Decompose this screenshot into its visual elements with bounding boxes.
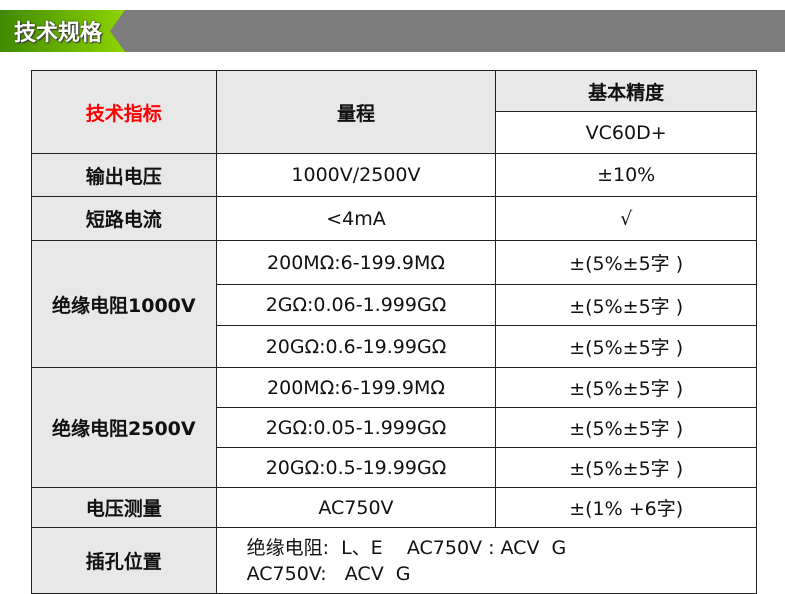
range-cell: 20GΩ:0.6-19.99GΩ xyxy=(215,325,497,368)
spec-table: 技术指标 量程 基本精度 VC60D+ 输出电压 1000V/2500V ±10% 短路… xyxy=(31,70,758,594)
row-label: 输出电压 xyxy=(31,153,217,197)
accuracy-cell: ±10% xyxy=(495,153,757,197)
accuracy-cell: ±(5%±5字 ) xyxy=(495,284,757,326)
row-label: 电压测量 xyxy=(31,487,217,528)
header-accuracy: 基本精度 xyxy=(495,70,757,112)
section-title: 技术规格 xyxy=(14,21,103,46)
accuracy-cell: √ xyxy=(495,196,757,241)
accuracy-cell: ±(5%±5字 ) xyxy=(495,240,757,285)
header-range: 量程 xyxy=(215,70,497,154)
accuracy-cell: ±(5%±5字 ) xyxy=(495,407,757,448)
header-spec: 技术指标 xyxy=(31,70,217,154)
range-cell: 2GΩ:0.06-1.999GΩ xyxy=(215,284,497,326)
jack-cell: 绝缘电阻: L、E AC750V : ACV G AC750V: ACV G xyxy=(215,527,758,594)
range-cell: 1000V/2500V xyxy=(215,153,497,197)
header-tab xyxy=(0,10,125,52)
jack-line: 绝缘电阻: L、E AC750V : ACV G xyxy=(246,536,567,559)
row-label: 绝缘电阻1000V xyxy=(31,240,217,368)
accuracy-cell: ±(5%±5字 ) xyxy=(495,325,757,368)
range-cell: 200MΩ:6-199.9MΩ xyxy=(215,367,497,408)
accuracy-cell: ±(5%±5字 ) xyxy=(495,447,757,488)
row-label: 短路电流 xyxy=(31,196,217,241)
accuracy-cell: ±(5%±5字 ) xyxy=(495,367,757,408)
range-cell: <4mA xyxy=(215,196,497,241)
row-label: 插孔位置 xyxy=(31,527,217,594)
header-bar xyxy=(110,10,785,52)
jack-line: AC750V: ACV G xyxy=(246,562,411,585)
accuracy-cell: ±(1% +6字) xyxy=(495,487,757,528)
header-model: VC60D+ xyxy=(495,111,757,154)
range-cell: AC750V xyxy=(215,487,497,528)
range-cell: 20GΩ:0.5-19.99GΩ xyxy=(215,447,497,488)
range-cell: 200MΩ:6-199.9MΩ xyxy=(215,240,497,285)
range-cell: 2GΩ:0.05-1.999GΩ xyxy=(215,407,497,448)
row-label: 绝缘电阻2500V xyxy=(31,367,217,488)
